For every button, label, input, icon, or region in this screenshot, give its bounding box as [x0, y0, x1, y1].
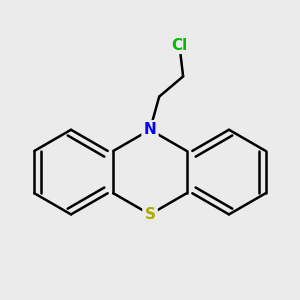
Text: N: N	[144, 122, 156, 137]
Text: S: S	[145, 207, 155, 222]
Text: Cl: Cl	[171, 38, 188, 52]
